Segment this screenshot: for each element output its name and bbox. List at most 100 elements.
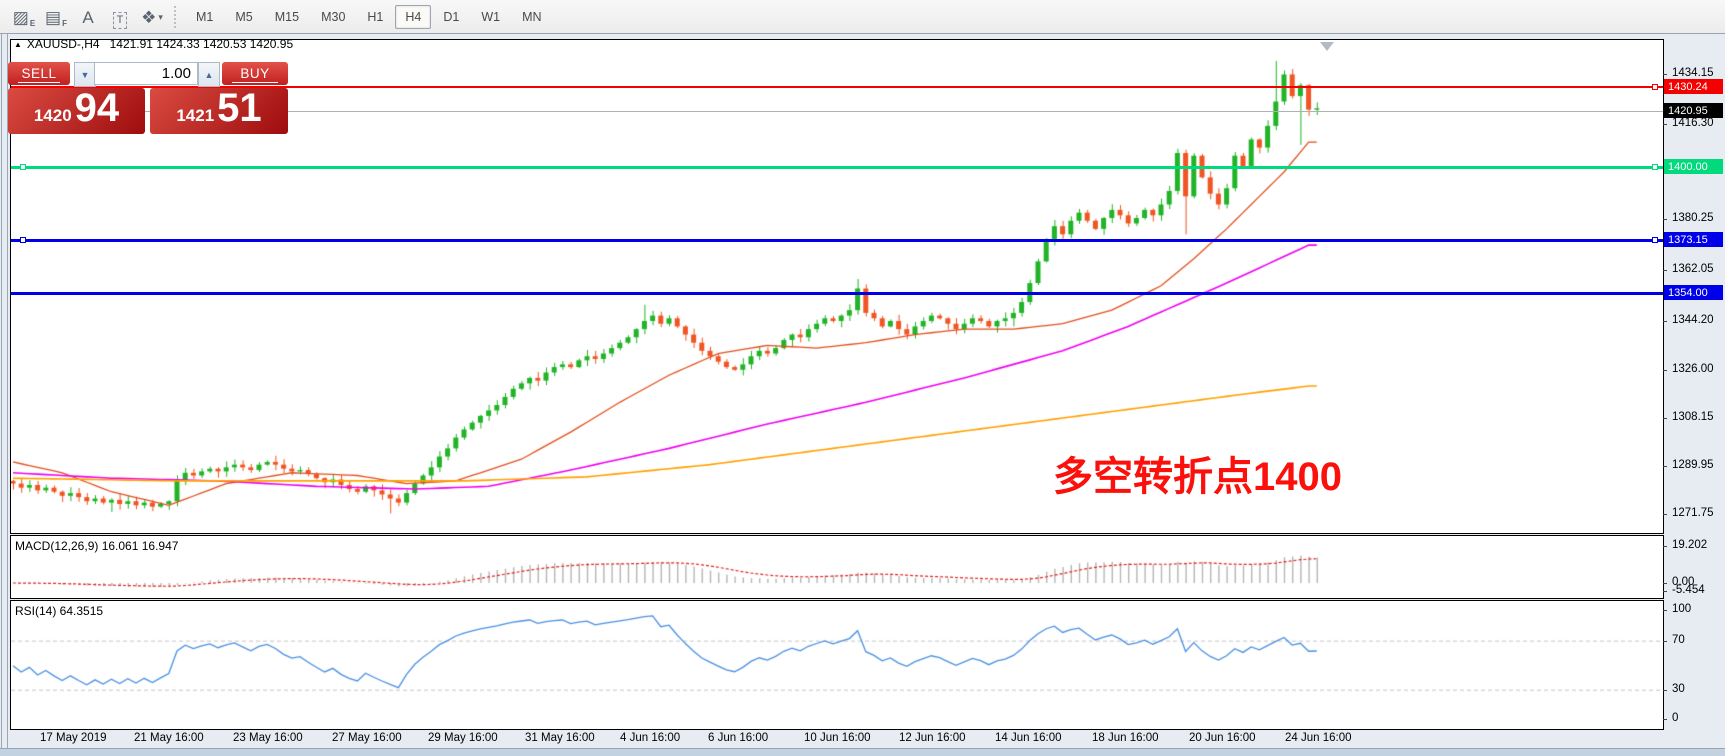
level-line-handle[interactable] xyxy=(20,164,26,170)
grid-f-icon-sub: F xyxy=(62,18,67,28)
timeframe-m1[interactable]: M1 xyxy=(196,9,214,24)
time-axis-label: 31 May 16:00 xyxy=(525,732,595,744)
timeframe-w1[interactable]: W1 xyxy=(481,9,501,24)
symbol-header: ▲ XAUUSD-,H4 1421.91 1424.33 1420.53 1420… xyxy=(14,37,293,51)
price-axis-tick-label: 1434.15 xyxy=(1672,67,1714,79)
price-axis-tick-label: 1416.30 xyxy=(1672,117,1714,129)
text-label-icon[interactable]: A xyxy=(75,5,101,29)
horizontal-level-line-1354.00[interactable] xyxy=(11,292,1663,295)
price-axis-badge: 1373.15 xyxy=(1664,232,1723,247)
volume-increase-button[interactable]: ▲ xyxy=(198,62,220,87)
horizontal-level-line-1373.15[interactable] xyxy=(11,239,1663,242)
rsi-axis-tick-label: 100 xyxy=(1672,603,1692,615)
timeframe-mn[interactable]: MN xyxy=(522,9,542,24)
time-axis-label: 21 May 16:00 xyxy=(134,732,204,744)
volume-value: 1.00 xyxy=(161,65,191,82)
grid-f-icon-glyph: ▤ xyxy=(45,7,62,27)
sell-price-major: 1420 xyxy=(33,106,72,125)
collapse-triangle-icon[interactable]: ▲ xyxy=(14,39,22,49)
horizontal-level-line-1430.24[interactable] xyxy=(11,86,1663,88)
cycles-arrows-icon[interactable]: ❖ ▾ xyxy=(139,5,165,29)
rsi-indicator-label: RSI(14) 64.3515 xyxy=(15,604,104,618)
time-axis-label: 23 May 16:00 xyxy=(233,732,303,744)
text-box-icon[interactable]: T xyxy=(107,5,133,29)
price-axis-tickmark xyxy=(1663,466,1667,467)
time-axis-label: 14 Jun 16:00 xyxy=(995,732,1062,744)
indicators-hatch-e-icon-sub: E xyxy=(29,18,36,28)
rsi-axis-tickmark xyxy=(1663,610,1667,611)
toolbar-separator xyxy=(174,5,177,28)
macd-axis-tick-label: 0.00 xyxy=(1672,576,1695,588)
price-axis-tickmark xyxy=(1663,514,1667,515)
macd-indicator-label: MACD(12,26,9) 16.061 16.947 xyxy=(15,539,179,553)
price-axis-tick-label: 1362.05 xyxy=(1672,263,1714,275)
price-axis-tickmark xyxy=(1663,74,1667,75)
indicators-hatch-e-icon[interactable]: ▨ E xyxy=(11,5,37,29)
price-axis-tick-label: 1289.95 xyxy=(1672,459,1714,471)
buy-price-box[interactable]: 1421 51 xyxy=(150,88,288,134)
level-line-handle[interactable] xyxy=(1652,164,1658,170)
window-edge-line xyxy=(7,34,8,750)
text-box-icon-glyph: T xyxy=(112,11,128,29)
window-edge-line xyxy=(1,34,2,750)
macd-axis-tickmark xyxy=(1663,591,1667,592)
indicators-hatch-e-icon-glyph: ▨ xyxy=(12,7,29,27)
buy-price-pips: 51 xyxy=(217,86,262,130)
rsi-chart-canvas[interactable] xyxy=(11,601,1661,727)
macd-axis-tickmark xyxy=(1663,583,1667,584)
buy-button[interactable]: BUY xyxy=(222,62,288,85)
timeframe-m15[interactable]: M15 xyxy=(274,9,300,24)
timeframe-toolbar: M1 M5 M15 M30 H1 H4 D1 W1 MN xyxy=(185,4,553,29)
macd-chart-canvas[interactable] xyxy=(11,536,1661,596)
level-line-handle[interactable] xyxy=(20,237,26,243)
sell-button-label: SELL xyxy=(21,66,57,81)
level-line-handle[interactable] xyxy=(1652,237,1658,243)
time-axis-label: 10 Jun 16:00 xyxy=(804,732,871,744)
price-axis-tick-label: 1308.15 xyxy=(1672,411,1714,423)
price-axis-tick-label: 1344.20 xyxy=(1672,314,1714,326)
price-axis-tickmark xyxy=(1663,321,1667,322)
time-axis-label: 4 Jun 16:00 xyxy=(620,732,681,744)
sell-price-box[interactable]: 1420 94 xyxy=(8,88,145,134)
timeframe-m5[interactable]: M5 xyxy=(235,9,253,24)
sell-button[interactable]: SELL xyxy=(8,62,70,85)
one-click-trading-panel: SELL ▼ 1.00 ▲ BUY 1420 94 1421 51 xyxy=(8,62,288,134)
spinner-down-icon: ▼ xyxy=(80,69,90,80)
rsi-axis-tick-label: 30 xyxy=(1672,683,1685,695)
time-axis-label: 18 Jun 16:00 xyxy=(1092,732,1159,744)
macd-axis-tickmark xyxy=(1663,546,1667,547)
timeframe-d1[interactable]: D1 xyxy=(443,9,460,24)
current-price-line xyxy=(11,111,1663,112)
price-axis-tick-label: 1271.75 xyxy=(1672,507,1714,519)
timeframe-h4[interactable]: H4 xyxy=(395,4,432,29)
buy-price-major: 1421 xyxy=(176,106,215,125)
time-axis-label: 17 May 2019 xyxy=(40,732,107,744)
spinner-up-icon: ▲ xyxy=(204,69,214,80)
time-axis-label: 20 Jun 16:00 xyxy=(1189,732,1256,744)
price-axis-badge: 1400.00 xyxy=(1664,159,1723,174)
grid-f-icon[interactable]: ▤ F xyxy=(43,5,69,29)
macd-axis-tick-label: 19.202 xyxy=(1672,539,1708,551)
volume-decrease-button[interactable]: ▼ xyxy=(74,62,96,87)
cycles-arrows-icon-glyph: ❖ xyxy=(141,7,157,27)
timeframe-m30[interactable]: M30 xyxy=(321,9,346,24)
price-axis-badge: 1420.95 xyxy=(1664,103,1723,118)
time-axis-label: 6 Jun 16:00 xyxy=(708,732,769,744)
price-axis-badge: 1354.00 xyxy=(1664,285,1723,300)
horizontal-level-line-1400.00[interactable] xyxy=(11,166,1663,169)
rsi-axis-tickmark xyxy=(1663,690,1667,691)
rsi-axis-tick-label: 0 xyxy=(1672,712,1679,724)
chart-shift-marker-icon[interactable] xyxy=(1320,42,1334,51)
macd-axis-tick-label: -5.454 xyxy=(1672,584,1705,596)
level-line-handle[interactable] xyxy=(1652,84,1658,90)
timeframe-h1[interactable]: H1 xyxy=(367,9,384,24)
chinese-annotation-text: 多空转折点1400 xyxy=(1053,455,1342,499)
price-axis-tickmark xyxy=(1663,270,1667,271)
sell-price-pips: 94 xyxy=(74,86,120,130)
rsi-axis-tickmark xyxy=(1663,719,1667,720)
toolbar: ▨ E ▤ F A T ❖ ▾ M1 M5 M15 M30 H1 H4 D1 W1 MN xyxy=(0,0,1725,34)
price-axis-tickmark xyxy=(1663,418,1667,419)
dropdown-caret-icon[interactable]: ▾ xyxy=(158,11,163,22)
volume-input[interactable]: 1.00 xyxy=(94,62,198,85)
